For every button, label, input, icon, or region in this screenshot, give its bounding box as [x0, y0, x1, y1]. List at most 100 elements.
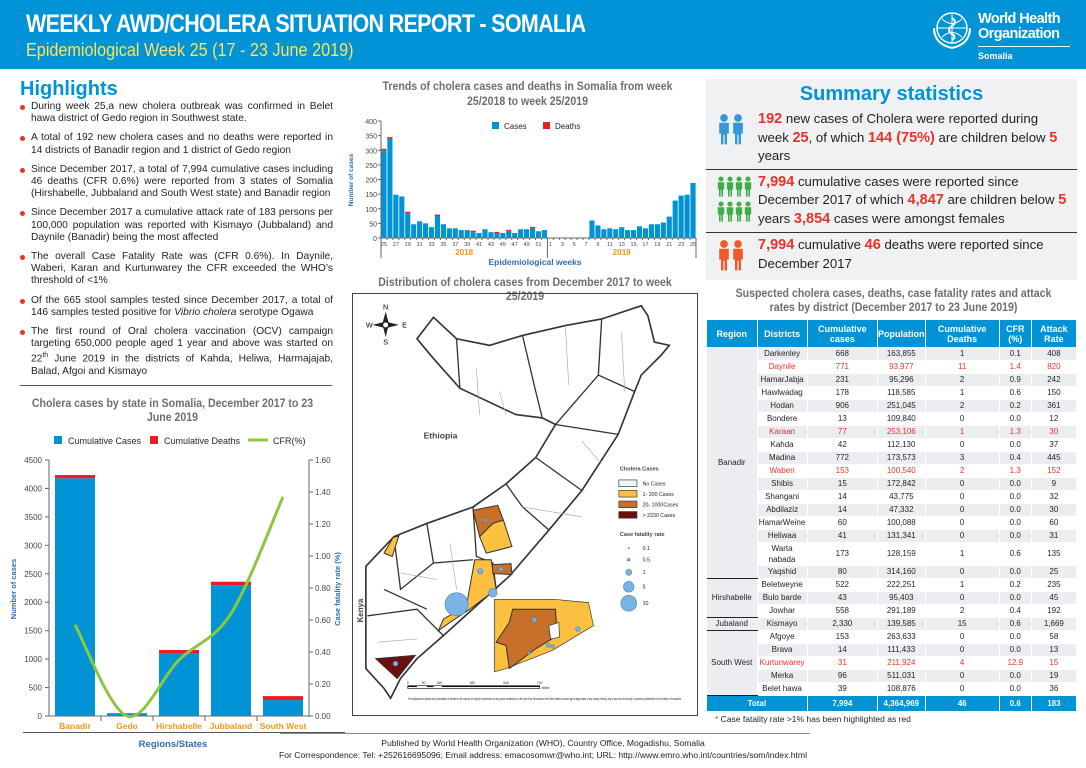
bar-cases	[648, 224, 654, 238]
year-label: 2019	[613, 248, 631, 257]
table-cell: 0.0	[999, 529, 1032, 543]
highlight-item: The first round of Oral cholera vaccinat…	[8, 326, 333, 378]
label-ethiopia: Ethiopia	[424, 431, 458, 441]
legend-swatch	[543, 122, 550, 129]
table-cell: 32	[1031, 490, 1078, 504]
people-icon	[719, 240, 743, 271]
table-cell: Merka	[757, 669, 808, 683]
map-disclaimer: The designation employed and presentatio…	[408, 697, 682, 701]
map-legend: Cholera Cases No Cases 1- 200 Cases 20- 100…	[618, 467, 679, 612]
legend-label: 1	[643, 570, 646, 576]
scale-unit: Miles	[542, 686, 550, 690]
legend-label: Deaths	[555, 122, 580, 131]
summary-text: deaths were reported since December 2017	[758, 237, 1044, 271]
x-tick-label: 15	[631, 242, 637, 248]
table-cell: 0	[925, 669, 1000, 683]
cfr-legend-circle	[627, 558, 631, 562]
table-cell: 108,876	[877, 682, 926, 696]
region-cell: South West	[707, 630, 758, 696]
x-tick-label: South West	[260, 721, 307, 731]
table-cell: Brava	[757, 643, 808, 657]
table-cell: 1	[925, 542, 1000, 566]
region-1-200-cases	[383, 535, 400, 558]
highlight-item: Of the 665 stool samples tested since De…	[8, 295, 333, 319]
summary-text: , of which	[808, 129, 868, 145]
summary-text: are children below	[943, 192, 1059, 207]
bar-cases	[512, 233, 518, 238]
table-cell: 37	[1031, 438, 1078, 452]
bar-cases	[518, 229, 524, 238]
cfr-legend-circle	[623, 581, 635, 593]
table-cell: 4	[925, 656, 1000, 670]
head	[718, 200, 724, 207]
cfr-legend-circle	[627, 547, 630, 550]
summary-figure: 144 (75%)	[867, 129, 935, 146]
table-cell: 12.9	[999, 656, 1032, 670]
table-cell: 231	[807, 373, 879, 387]
y-tick-label: 0	[373, 236, 377, 243]
bar-cases	[417, 221, 423, 238]
highlight-item: A total of 192 new cholera cases and no …	[8, 132, 333, 156]
bar-cases	[458, 230, 464, 238]
legend-label: No Cases	[643, 482, 666, 488]
x-tick-label: 43	[488, 242, 494, 248]
table-cell: 1	[925, 578, 1000, 592]
legend-label: CFR(%)	[273, 436, 306, 446]
table-cell: 3	[925, 451, 1000, 465]
x-tick-label: Jubbaland	[210, 721, 253, 731]
bar-cases	[55, 478, 95, 717]
table-total-row: Total 7,994 4,364,969 46 0.6 183	[707, 695, 1078, 712]
table-cell: HamarWeine	[757, 516, 808, 530]
legend-swatch	[618, 500, 638, 508]
table-cell: 0.4	[999, 604, 1032, 618]
district-table: Region Districts Cumulative cases Populatio…	[707, 320, 1078, 712]
table-cell: 178	[807, 386, 879, 400]
footer: Published by World Health Organization (…	[0, 733, 1086, 768]
table-cell: 1.3	[999, 425, 1032, 439]
bar-deaths	[405, 211, 411, 214]
y-tick-label: 400	[365, 119, 377, 126]
table-cell: 100,540	[877, 464, 926, 478]
table-cell: 95,403	[877, 591, 926, 605]
right-column: Summary statistics 192 new cases of Chol…	[706, 79, 1081, 725]
total-cell: 7,994	[807, 695, 879, 712]
map-title: Distribution of cholera cases from Decem…	[378, 275, 672, 303]
bar-cases	[434, 216, 441, 238]
people-icon	[719, 114, 743, 145]
table-cell: 2,330	[807, 617, 879, 631]
cfr-line	[73, 496, 285, 719]
table-cell: 0.0	[999, 643, 1032, 657]
y-tick-label: 150	[365, 192, 377, 199]
table-cell: 0	[925, 682, 1000, 696]
people-icon	[717, 175, 752, 222]
legend-label: 1- 200 Cases	[643, 492, 675, 498]
bar-cases	[613, 229, 619, 238]
bar-cases	[494, 233, 500, 238]
table-cell: 77	[807, 425, 879, 439]
legend-swatch	[150, 436, 158, 445]
label-kenya: Kenya	[356, 598, 365, 622]
legend-label: Cumulative Deaths	[164, 436, 241, 446]
x-tick-label: 13	[619, 242, 625, 248]
highlights-title: Highlights	[20, 78, 118, 100]
highlight-text: A total of 192 new cholera cases and no …	[31, 132, 333, 156]
cfr-legend-title: Case fatality rate	[620, 532, 665, 538]
x-tick-label: 11	[607, 242, 613, 248]
cfr-legend-circle	[625, 568, 633, 576]
table-row: South West Afgoye 153 263,633 0 0.0 58	[707, 630, 1078, 696]
table-cell: 0.2	[999, 399, 1032, 413]
summary-figure: 25	[792, 129, 809, 146]
summary-text: cumulative cases were reported since Dec…	[758, 173, 1019, 208]
table-header-row: Region Districts Cumulative cases Populatio…	[707, 320, 1078, 347]
body	[744, 181, 752, 197]
y2-tick-label: 1.40	[315, 488, 331, 497]
body	[717, 206, 725, 222]
table-cell: 0.0	[999, 682, 1032, 696]
table-cell: 771	[807, 360, 879, 374]
highlight-item: The overall Case Fatality Rate was (CFR …	[8, 251, 333, 288]
table-cell: 1.4	[999, 360, 1032, 374]
table-cell: 263,633	[877, 630, 926, 644]
trend-chart-title: Trends of cholera cases and deaths in So…	[382, 79, 673, 108]
highlight-text: The first round of Oral cholera vaccinat…	[31, 326, 333, 365]
left-column: Highlights During week 25,a new cholera …	[0, 77, 345, 750]
